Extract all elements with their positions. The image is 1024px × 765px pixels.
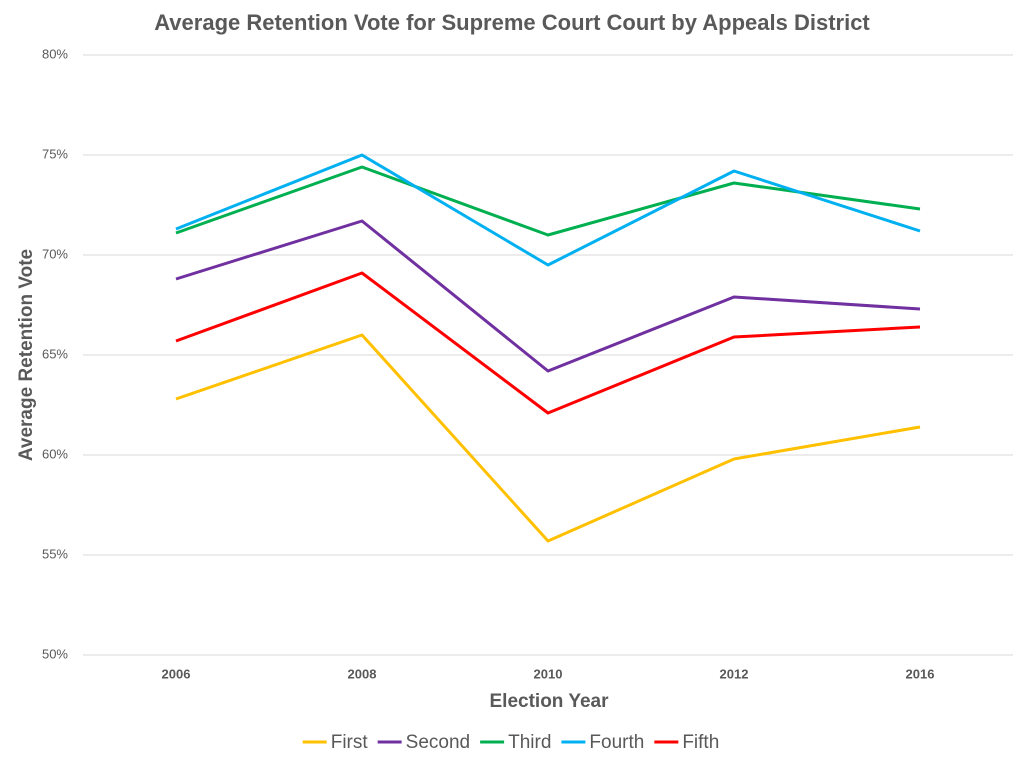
y-tick-label: 55%	[42, 546, 68, 561]
x-tick-label: 2008	[348, 666, 377, 681]
series-line	[175, 333, 921, 543]
legend-label: Third	[508, 732, 551, 753]
x-tick-label: 2012	[720, 666, 749, 681]
legend-label: Fourth	[589, 732, 644, 753]
y-tick-label: 80%	[42, 46, 68, 61]
y-tick-label: 65%	[42, 346, 68, 361]
y-tick-label: 50%	[42, 646, 68, 661]
y-tick-label: 60%	[42, 446, 68, 461]
series-line	[175, 271, 921, 415]
y-tick-label: 70%	[42, 246, 68, 261]
legend-label: First	[331, 732, 369, 753]
x-tick-label: 2006	[162, 666, 191, 681]
legend-label: Fifth	[682, 732, 719, 753]
series-line	[175, 219, 921, 373]
y-axis-title: Average Retention Vote	[16, 249, 37, 461]
series-line	[175, 153, 921, 267]
y-tick-label: 75%	[42, 146, 68, 161]
chart-title: Average Retention Vote for Supreme Court…	[154, 10, 870, 35]
legend-label: Second	[406, 732, 470, 753]
x-axis-title: Election Year	[490, 691, 610, 712]
x-tick-label: 2010	[534, 666, 563, 681]
x-tick-label: 2016	[906, 666, 935, 681]
